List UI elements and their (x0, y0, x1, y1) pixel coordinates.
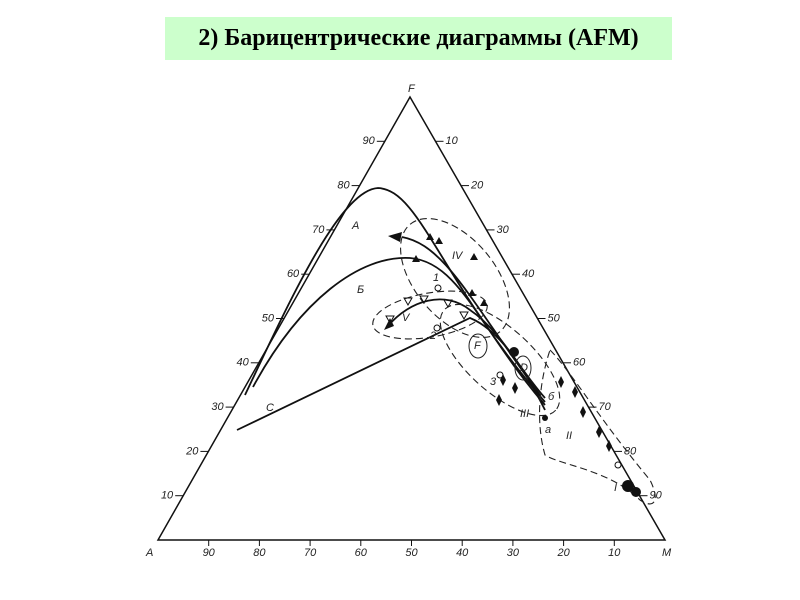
tick-label: 90 (650, 490, 663, 502)
curve-label: A (351, 220, 359, 232)
vertex-label: A (145, 547, 153, 559)
tick-label: 40 (522, 268, 535, 280)
field-label: IV (452, 250, 464, 262)
slide-title: 2) Барицентрические диаграммы (AFM) (165, 17, 672, 60)
tick-label: 70 (304, 547, 317, 559)
tick-label: 10 (446, 135, 459, 147)
tick-label: 20 (556, 547, 570, 559)
tick-label: 10 (161, 490, 174, 502)
tick-label: 50 (548, 312, 561, 324)
tick-label: 90 (363, 135, 376, 147)
vertex-label: F (408, 83, 416, 95)
points (385, 233, 641, 497)
tick-label: 20 (185, 445, 199, 457)
point-label: 2 (429, 330, 436, 342)
tick-label: 80 (337, 180, 350, 192)
point-label: a (545, 424, 551, 436)
tick-label: 40 (456, 547, 469, 559)
point-label: 1 (433, 272, 439, 284)
point-label: б (548, 391, 555, 403)
tick-label: 80 (624, 445, 637, 457)
tick-label: 20 (470, 180, 484, 192)
tick-label: 60 (355, 547, 368, 559)
tick-label: 80 (253, 547, 266, 559)
curve-label: Б (357, 284, 364, 296)
field-label: V (402, 312, 411, 324)
tick-label: 70 (312, 224, 325, 236)
tick-label: 30 (211, 401, 224, 413)
point-label: F (474, 340, 482, 352)
tick-label: 50 (405, 547, 418, 559)
vertex-label: M (662, 547, 672, 559)
tick-label: 70 (599, 401, 612, 413)
triangle (156, 95, 667, 541)
point-label: D (520, 362, 528, 374)
tick-label: 90 (203, 547, 216, 559)
tick-label: 50 (262, 312, 275, 324)
tick-label: 30 (507, 547, 520, 559)
tick-label: 60 (287, 268, 300, 280)
curve-label: C (266, 402, 274, 414)
field-label: III (520, 408, 529, 420)
point-label: 3 (490, 376, 497, 388)
tick-label: 60 (573, 357, 586, 369)
tick-label: 40 (237, 357, 250, 369)
tick-label: 30 (497, 224, 510, 236)
field-label: II (566, 430, 572, 442)
field-label: I (614, 482, 617, 494)
tick-label: 10 (608, 547, 621, 559)
